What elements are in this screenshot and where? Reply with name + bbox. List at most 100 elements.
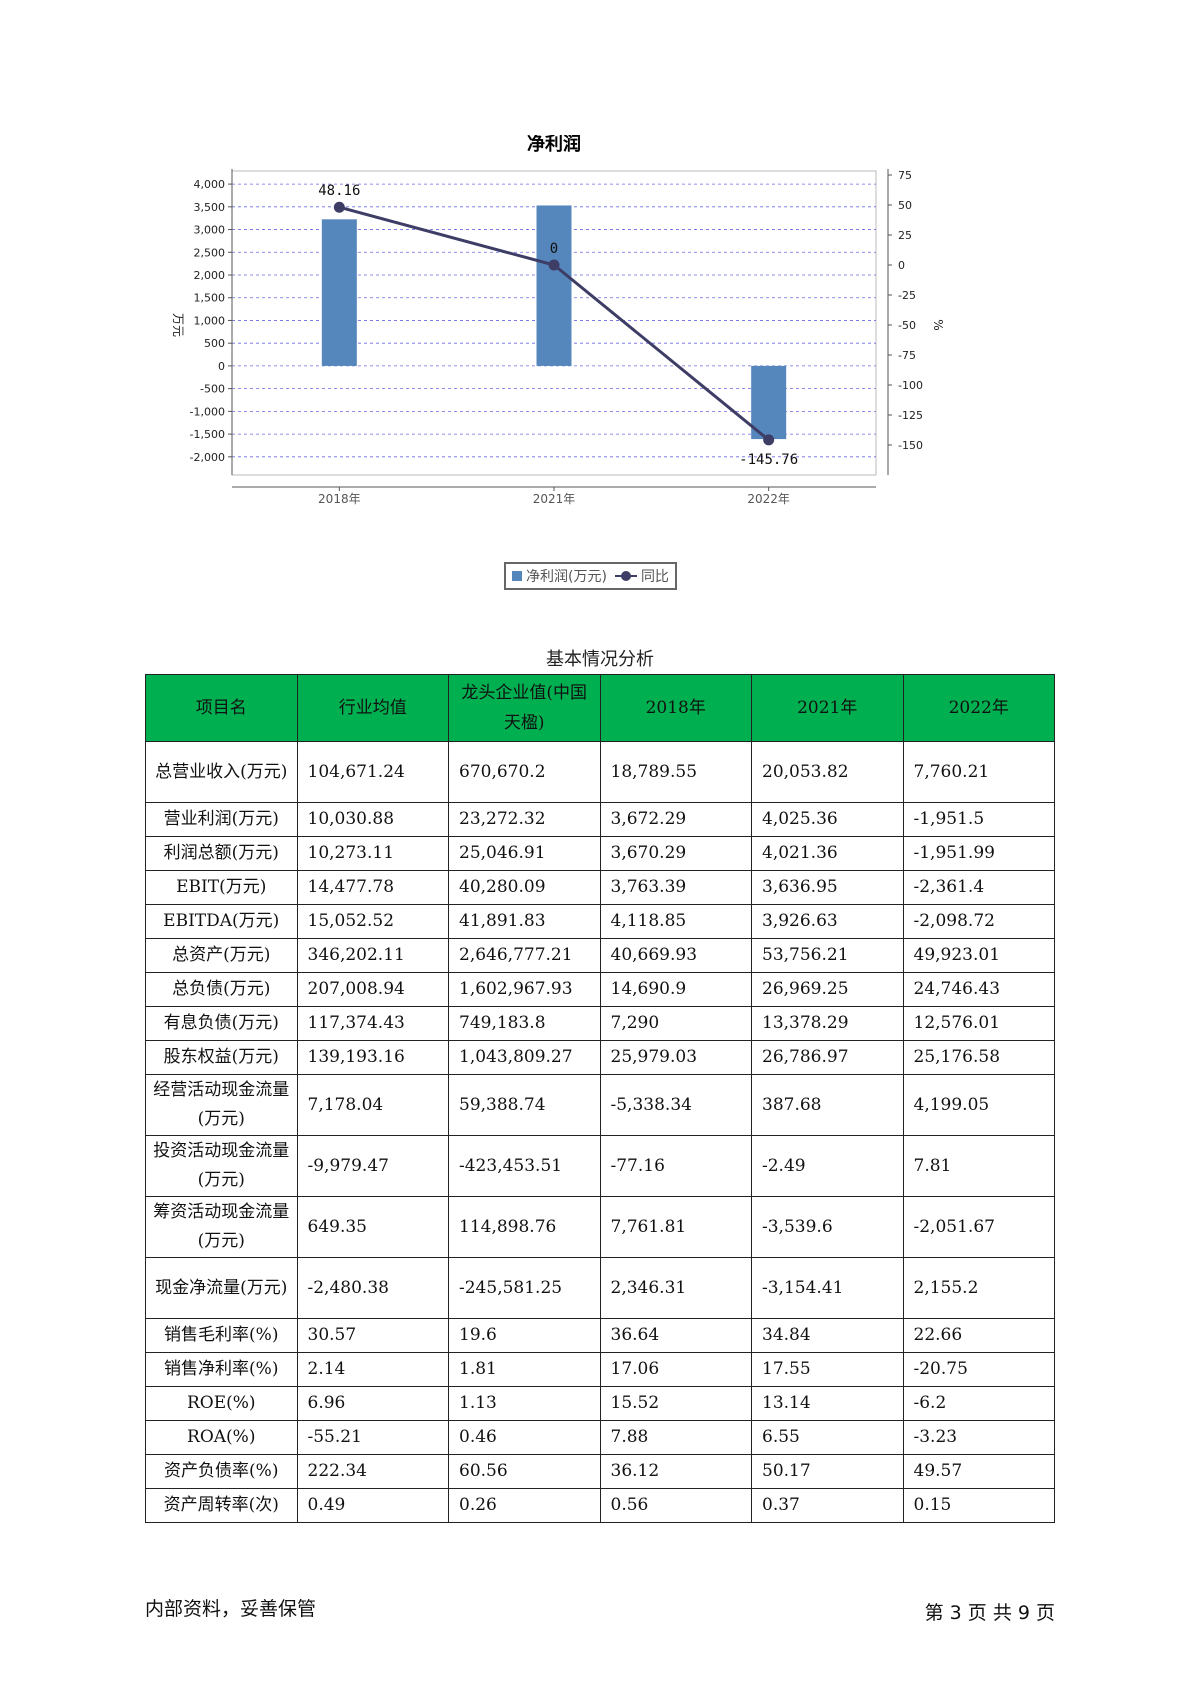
row-value-cell: 41,891.83 [448, 904, 601, 939]
header-cell-2018: 2018年 [599, 674, 752, 742]
yoy-point [763, 434, 775, 446]
table-row: 利润总额(万元) 10,273.11 25,046.91 3,670.29 4,021.… [145, 836, 1055, 871]
legend-bar-label: 净利润(万元) [526, 569, 607, 585]
row-value-cell: 26,786.97 [751, 1040, 904, 1075]
header-cell-2021: 2021年 [751, 674, 904, 742]
row-value-cell: 36.12 [599, 1454, 752, 1489]
row-value-cell: 649.35 [296, 1196, 449, 1258]
x-tick-label: 2022年 [747, 492, 790, 506]
table-row: 总负债(万元) 207,008.94 1,602,967.93 14,690.9 26,… [145, 972, 1055, 1007]
table-row: 现金净流量(万元) -2,480.38 -245,581.25 2,346.31 -3,… [145, 1257, 1055, 1319]
row-item-name: EBITDA(万元) [145, 904, 298, 939]
row-item-name: 销售净利率(%) [145, 1352, 298, 1387]
row-value-cell: 15,052.52 [296, 904, 449, 939]
y-left-axis-label: 万元 [171, 313, 185, 337]
y-left-tick-label: 3,000 [194, 224, 226, 237]
row-value-cell: -245,581.25 [448, 1257, 601, 1319]
header-cell-leader: 龙头企业值(中国天楹) [448, 674, 601, 742]
row-value-cell: 7.88 [599, 1420, 752, 1455]
row-value-cell: 2,646,777.21 [448, 938, 601, 973]
y-left-tick-label: -500 [200, 383, 225, 396]
chart-svg: 净利润 4,000 3,500 3,000 2,500 2,000 1,500 1,000 50… [171, 135, 945, 506]
legend-item-bar: 净利润(万元) [512, 566, 607, 586]
row-value-cell: 20,053.82 [751, 741, 904, 803]
table-row: 有息负债(万元) 117,374.43 749,183.8 7,290 13,378.2… [145, 1006, 1055, 1041]
row-value-cell: 50.17 [751, 1454, 904, 1489]
y-right-tick-label: 75 [898, 169, 912, 182]
header-cell-industry-avg: 行业均值 [296, 674, 449, 742]
basic-analysis-table: 项目名 行业均值 龙头企业值(中国天楹) 2018年 2021年 2022年 总… [145, 674, 1055, 1523]
row-value-cell: 53,756.21 [751, 938, 904, 973]
y-right-tick-label: -100 [898, 379, 923, 392]
row-value-cell: 4,025.36 [751, 802, 904, 837]
table-row: 资产周转率(次) 0.49 0.26 0.56 0.37 0.15 [145, 1488, 1055, 1523]
row-value-cell: 0.46 [448, 1420, 601, 1455]
yoy-data-label: 0 [550, 241, 558, 257]
row-value-cell: 40,669.93 [599, 938, 752, 973]
y-right-tick-label: 0 [898, 259, 905, 272]
table-row: 投资活动现金流量(万元) -9,979.47 -423,453.51 -77.16 -2… [145, 1135, 1055, 1197]
header-cell-item: 项目名 [145, 674, 298, 742]
row-item-name: 有息负债(万元) [145, 1006, 298, 1041]
row-value-cell: 7,290 [599, 1006, 752, 1041]
y-left-tick-label: -2,000 [190, 451, 225, 464]
yoy-data-label: -145.76 [739, 452, 798, 468]
row-value-cell: -2.49 [751, 1135, 904, 1197]
row-value-cell: -2,051.67 [902, 1196, 1055, 1258]
y-left-tick-label: 2,000 [194, 269, 226, 282]
row-item-name: 总营业收入(万元) [145, 741, 298, 803]
row-value-cell: 7,178.04 [296, 1074, 449, 1136]
row-value-cell: 0.56 [599, 1488, 752, 1523]
table-row: 总营业收入(万元) 104,671.24 670,670.2 18,789.55 20,… [145, 741, 1055, 803]
table-row: EBITDA(万元) 15,052.52 41,891.83 4,118.85 3,92… [145, 904, 1055, 939]
row-value-cell: -2,098.72 [902, 904, 1055, 939]
row-value-cell: 7,761.81 [599, 1196, 752, 1258]
row-item-name: 资产周转率(次) [145, 1488, 298, 1523]
legend-line-label: 同比 [640, 569, 669, 585]
row-value-cell: 30.57 [296, 1318, 449, 1353]
table-row: EBIT(万元) 14,477.78 40,280.09 3,763.39 3,636.… [145, 870, 1055, 905]
x-tick-label: 2021年 [533, 492, 576, 506]
table-row: 股东权益(万元) 139,193.16 1,043,809.27 25,979.03 2… [145, 1040, 1055, 1075]
row-value-cell: 346,202.11 [296, 938, 449, 973]
table-row: 筹资活动现金流量(万元) 649.35 114,898.76 7,761.81 -3,5… [145, 1196, 1055, 1258]
table-row: 资产负债率(%) 222.34 60.56 36.12 50.17 49.57 [145, 1454, 1055, 1489]
row-value-cell: 3,926.63 [751, 904, 904, 939]
row-value-cell: 222.34 [296, 1454, 449, 1489]
row-value-cell: 10,273.11 [296, 836, 449, 871]
row-value-cell: 34.84 [751, 1318, 904, 1353]
row-value-cell: 13,378.29 [751, 1006, 904, 1041]
net-profit-bar [321, 219, 357, 366]
row-value-cell: 12,576.01 [902, 1006, 1055, 1041]
row-value-cell: 0.37 [751, 1488, 904, 1523]
row-value-cell: 15.52 [599, 1386, 752, 1421]
x-tick-label: 2018年 [318, 492, 361, 506]
table-row: ROA(%) -55.21 0.46 7.88 6.55 -3.23 [145, 1420, 1055, 1455]
row-value-cell: 22.66 [902, 1318, 1055, 1353]
row-value-cell: 10,030.88 [296, 802, 449, 837]
y-right-tick-label: -50 [898, 319, 916, 332]
net-profit-bar [751, 365, 787, 440]
y-left-tick-label: -1,500 [190, 428, 225, 441]
row-item-name: 总资产(万元) [145, 938, 298, 973]
row-value-cell: 24,746.43 [902, 972, 1055, 1007]
row-value-cell: 0.26 [448, 1488, 601, 1523]
line-marker-icon [614, 571, 637, 581]
row-value-cell: 139,193.16 [296, 1040, 449, 1075]
chart-title: 净利润 [527, 135, 581, 155]
row-item-name: 股东权益(万元) [145, 1040, 298, 1075]
table-caption: 基本情况分析 [546, 649, 654, 670]
row-value-cell: -3,154.41 [751, 1257, 904, 1319]
row-value-cell: 1,602,967.93 [448, 972, 601, 1007]
row-value-cell: 17.55 [751, 1352, 904, 1387]
row-item-name: 现金净流量(万元) [145, 1257, 298, 1319]
y-right-axis-label: % [931, 319, 945, 330]
y-left-tick-label: 1,000 [194, 314, 226, 327]
row-value-cell: -20.75 [902, 1352, 1055, 1387]
yoy-data-label: 48.16 [318, 183, 360, 199]
row-value-cell: 749,183.8 [448, 1006, 601, 1041]
table-header-row: 项目名 行业均值 龙头企业值(中国天楹) 2018年 2021年 2022年 [145, 674, 1055, 742]
row-item-name: 经营活动现金流量(万元) [145, 1074, 298, 1136]
legend-item-line: 同比 [614, 566, 669, 586]
row-item-name: 资产负债率(%) [145, 1454, 298, 1489]
